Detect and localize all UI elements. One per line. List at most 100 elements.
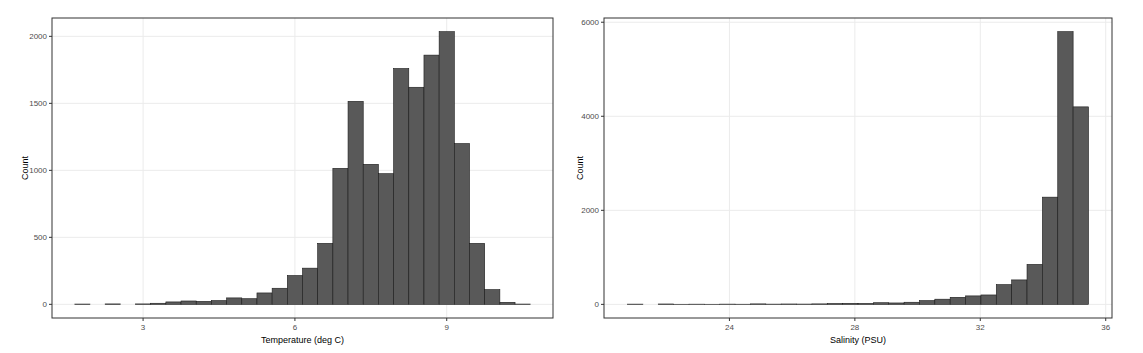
histogram-bar: [1042, 197, 1057, 304]
y-axis-title: Count: [575, 156, 585, 181]
histogram-bar: [363, 164, 378, 304]
histogram-bar: [643, 304, 658, 305]
bars: [628, 32, 1089, 305]
histogram-bar: [812, 303, 827, 304]
histogram-bar: [75, 304, 90, 305]
histogram-bar: [257, 293, 272, 304]
histogram-bar: [873, 303, 888, 305]
histogram-bar: [904, 302, 919, 304]
histogram-bar: [227, 298, 242, 304]
histogram-bar: [919, 301, 934, 305]
histogram-bar: [424, 55, 439, 304]
tick-mark: [601, 22, 604, 23]
tick-label: 1000: [29, 166, 47, 175]
histogram-bar: [689, 304, 704, 305]
tick-label: 2000: [581, 206, 599, 215]
tick-mark: [49, 103, 52, 104]
histogram-bar: [1073, 107, 1088, 304]
background: [0, 0, 1143, 353]
tick-mark: [601, 210, 604, 211]
histogram-bar: [735, 304, 750, 305]
histogram-bar: [797, 304, 812, 305]
histogram-bar: [196, 301, 211, 304]
tick-mark: [49, 304, 52, 305]
histogram-bar: [90, 304, 105, 305]
tick-mark: [294, 318, 295, 321]
histogram-bar: [858, 303, 873, 305]
grid-line: [604, 116, 1112, 117]
grid-line: [604, 22, 1112, 23]
grid-line: [729, 18, 730, 318]
histogram-bar: [1058, 32, 1073, 305]
histogram-bar: [966, 296, 981, 304]
histogram-bar: [454, 144, 469, 305]
histogram-bar: [781, 303, 796, 304]
histogram-bar: [889, 303, 904, 304]
tick-mark: [143, 318, 144, 321]
histogram-bar: [120, 304, 135, 305]
grid-line: [294, 18, 295, 318]
tick-label: 0: [595, 300, 600, 309]
tick-mark: [49, 237, 52, 238]
histogram-bar: [105, 303, 120, 304]
histogram-bar: [674, 304, 689, 305]
histogram-bar: [136, 303, 151, 304]
histogram-bar: [500, 302, 515, 304]
tick-mark: [601, 116, 604, 117]
histogram-bar: [750, 303, 765, 304]
histogram-bar: [470, 243, 485, 304]
bars: [75, 32, 530, 305]
grid-line: [52, 237, 553, 238]
histogram-bar: [303, 268, 318, 304]
panel-border: [52, 18, 553, 318]
grid-line: [1105, 18, 1106, 318]
histogram-bar: [378, 174, 393, 305]
histogram-bar: [766, 304, 781, 305]
tick-mark: [729, 318, 730, 321]
tick-mark: [1105, 318, 1106, 321]
plot-background: [604, 18, 1112, 318]
tick-label: 2000: [29, 32, 47, 41]
tick-label: 3: [141, 323, 146, 332]
panel: 0500100015002000369Temperature (deg C)Co…: [20, 18, 553, 345]
grid-line: [604, 210, 1112, 211]
histogram-bar: [827, 303, 842, 305]
tick-label: 6000: [581, 18, 599, 27]
grid-line: [980, 18, 981, 318]
tick-mark: [980, 318, 981, 321]
histogram-bar: [981, 295, 996, 304]
histogram-bar: [181, 301, 196, 304]
tick-mark: [49, 170, 52, 171]
tick-label: 1500: [29, 99, 47, 108]
x-axis-title: Salinity (PSU): [830, 335, 886, 345]
histogram-bar: [272, 288, 287, 304]
grid-line: [52, 36, 553, 37]
histogram-bar: [151, 303, 166, 304]
histogram-bar: [950, 297, 965, 304]
panel-border: [604, 18, 1112, 318]
grid-line: [854, 18, 855, 318]
histogram-bar: [242, 299, 257, 305]
tick-mark: [49, 36, 52, 37]
tick-label: 6: [293, 323, 298, 332]
histogram-bar: [485, 290, 500, 305]
histogram-bar: [333, 168, 348, 304]
plot-background: [52, 18, 553, 318]
histogram-bar: [515, 304, 530, 305]
histogram-bar: [658, 303, 673, 304]
histogram-bar: [348, 101, 363, 304]
histogram-bar: [287, 276, 302, 305]
tick-label: 0: [43, 300, 48, 309]
histogram-bar: [409, 87, 424, 304]
histogram-bar: [935, 299, 950, 304]
histogram-bar: [318, 243, 333, 304]
histogram-bar: [720, 304, 735, 305]
tick-label: 24: [725, 323, 734, 332]
histogram-bar: [996, 285, 1011, 305]
tick-label: 36: [1101, 323, 1110, 332]
tick-label: 4000: [581, 112, 599, 121]
x-axis-title: Temperature (deg C): [261, 335, 344, 345]
y-axis-title: Count: [20, 156, 30, 181]
grid-line: [52, 103, 553, 104]
figure: 0500100015002000369Temperature (deg C)Co…: [0, 0, 1143, 353]
